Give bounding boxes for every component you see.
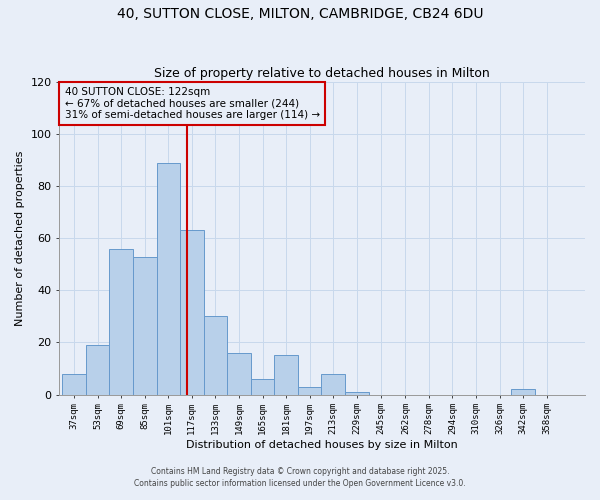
Bar — [86, 345, 109, 395]
Title: Size of property relative to detached houses in Milton: Size of property relative to detached ho… — [154, 66, 490, 80]
Bar — [157, 163, 180, 394]
Bar — [133, 256, 157, 394]
Bar — [251, 379, 274, 394]
Bar — [109, 248, 133, 394]
Bar — [322, 374, 345, 394]
Bar — [511, 390, 535, 394]
Bar — [203, 316, 227, 394]
Bar — [62, 374, 86, 394]
Bar — [180, 230, 203, 394]
X-axis label: Distribution of detached houses by size in Milton: Distribution of detached houses by size … — [186, 440, 458, 450]
Text: Contains HM Land Registry data © Crown copyright and database right 2025.
Contai: Contains HM Land Registry data © Crown c… — [134, 466, 466, 487]
Bar — [345, 392, 368, 394]
Text: 40 SUTTON CLOSE: 122sqm
← 67% of detached houses are smaller (244)
31% of semi-d: 40 SUTTON CLOSE: 122sqm ← 67% of detache… — [65, 86, 320, 120]
Bar — [227, 353, 251, 395]
Bar — [298, 386, 322, 394]
Text: 40, SUTTON CLOSE, MILTON, CAMBRIDGE, CB24 6DU: 40, SUTTON CLOSE, MILTON, CAMBRIDGE, CB2… — [117, 8, 483, 22]
Y-axis label: Number of detached properties: Number of detached properties — [15, 150, 25, 326]
Bar — [274, 356, 298, 395]
